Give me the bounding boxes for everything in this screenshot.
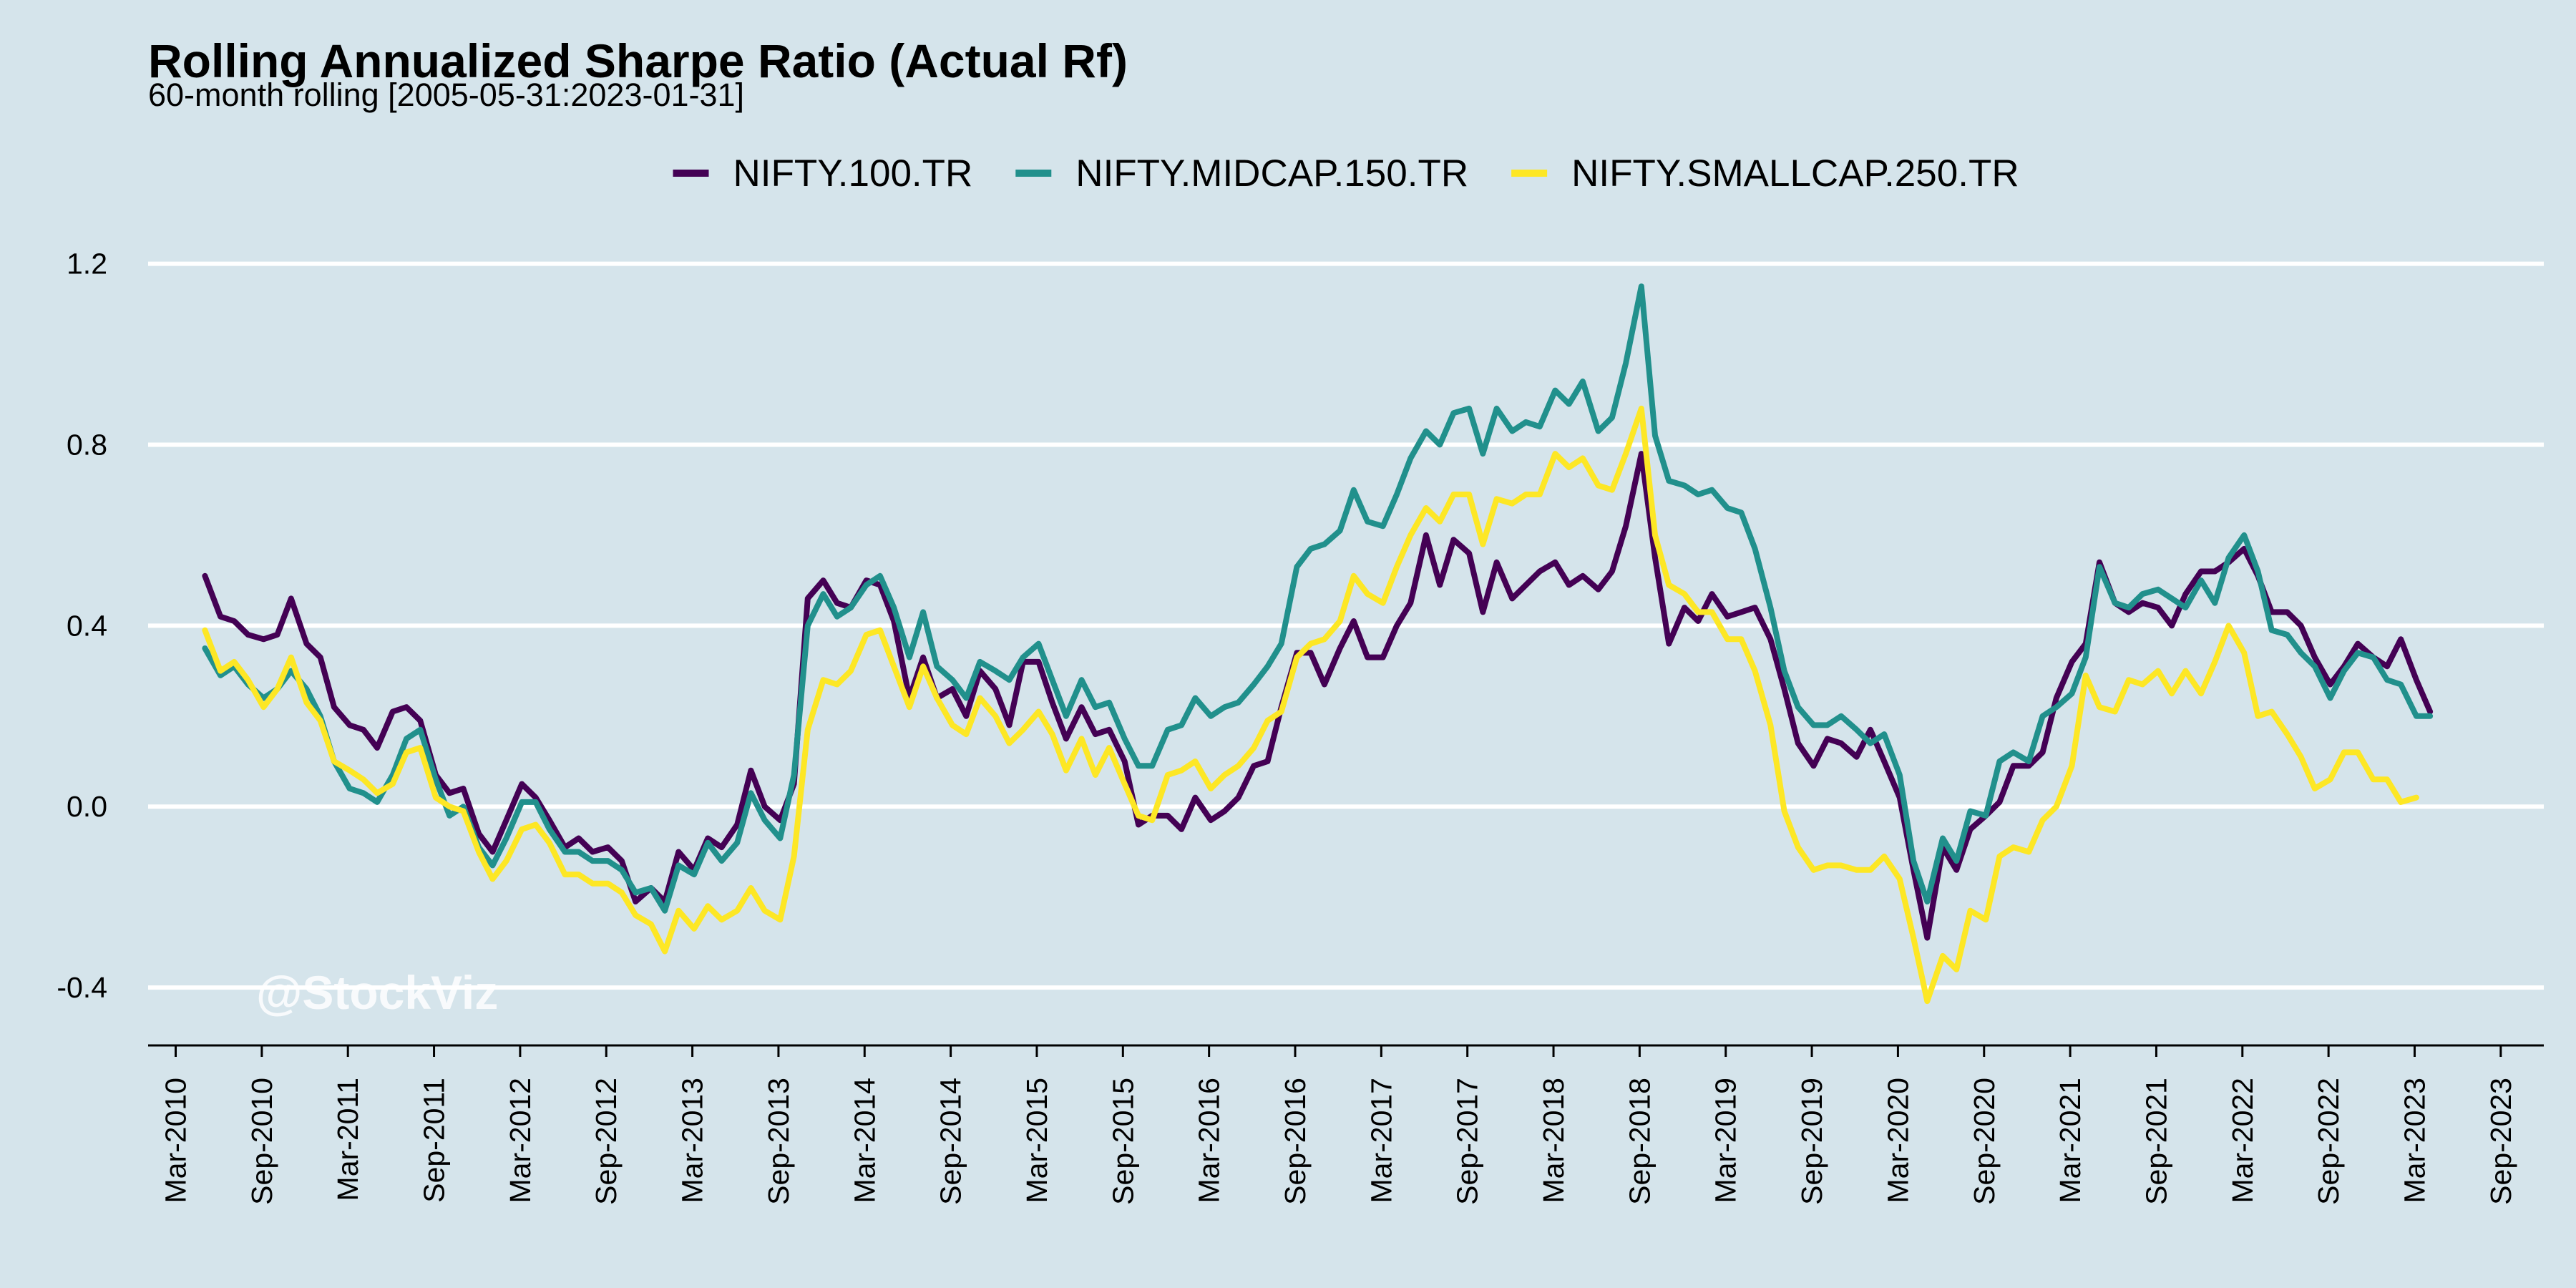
x-tick-label: Mar-2016 [1193,1078,1226,1203]
legend: NIFTY.100.TR NIFTY.MIDCAP.150.TR NIFTY.SMA… [673,152,2019,195]
chart-title: Rolling Annualized Sharpe Ratio (Actual … [148,34,1128,87]
y-tick-label: 0.8 [67,428,107,461]
x-tick-label: Mar-2011 [331,1078,364,1201]
legend-item-1: NIFTY.MIDCAP.150.TR [1015,152,1468,195]
x-tick-label: Mar-2010 [160,1078,192,1203]
y-tick-label: 1.2 [67,248,107,280]
x-tick-label: Sep-2020 [1968,1078,2001,1205]
legend-label: NIFTY.100.TR [733,152,973,195]
x-tick-label: Mar-2020 [1881,1078,1914,1203]
legend-label: NIFTY.MIDCAP.150.TR [1075,152,1468,195]
x-tick-label: Sep-2016 [1279,1078,1312,1205]
x-tick-label: Mar-2021 [2054,1078,2087,1203]
x-tick-label: Sep-2021 [2140,1078,2172,1205]
y-tick-label: -0.4 [57,971,107,1004]
series-lines [202,283,2434,1005]
x-tick-label: Sep-2022 [2312,1078,2345,1205]
legend-item-0: NIFTY.100.TR [673,152,973,195]
y-tick-label: 0.0 [67,790,107,823]
x-tick-label: Mar-2015 [1020,1078,1053,1203]
x-tick-label: Sep-2017 [1451,1078,1484,1205]
x-tick-label: Sep-2023 [2484,1078,2517,1205]
x-tick-label: Mar-2012 [504,1078,537,1203]
x-tick-label: Sep-2019 [1795,1078,1828,1205]
legend-item-2: NIFTY.SMALLCAP.250.TR [1511,152,2019,195]
x-tick-label: Sep-2010 [245,1078,278,1205]
x-tick-label: Mar-2017 [1365,1078,1397,1203]
series-line-0 [202,451,2434,941]
x-tick-label: Sep-2012 [590,1078,623,1205]
watermark: @StockViz [256,966,498,1019]
x-tick-label: Sep-2011 [418,1078,451,1203]
series-line-2 [202,405,2419,1005]
x-tick-label: Mar-2013 [676,1078,709,1203]
series-line-1 [202,283,2434,914]
x-tick-label: Sep-2014 [935,1078,967,1205]
x-tick-label: Mar-2022 [2226,1078,2259,1203]
x-axis: Mar-2010 Sep-2010 Mar-2011 Sep-2011 Mar-2012… [148,1044,2544,1205]
x-tick-label: Mar-2018 [1537,1078,1570,1203]
chart-subtitle: 60-month rolling [2005-05-31:2023-01-31] [148,77,744,113]
x-tick-label: Mar-2014 [848,1078,881,1203]
x-tick-label: Sep-2015 [1106,1078,1139,1205]
x-tick-label: Mar-2019 [1709,1078,1742,1203]
x-tick-label: Sep-2018 [1623,1078,1656,1205]
y-axis-labels: -0.4 0.0 0.4 0.8 1.2 [57,248,107,1005]
x-tick-label: Sep-2013 [762,1078,795,1205]
legend-label: NIFTY.SMALLCAP.250.TR [1571,152,2019,195]
gridlines [148,261,2544,990]
y-tick-label: 0.4 [67,609,107,642]
x-tick-label: Mar-2023 [2399,1078,2431,1203]
